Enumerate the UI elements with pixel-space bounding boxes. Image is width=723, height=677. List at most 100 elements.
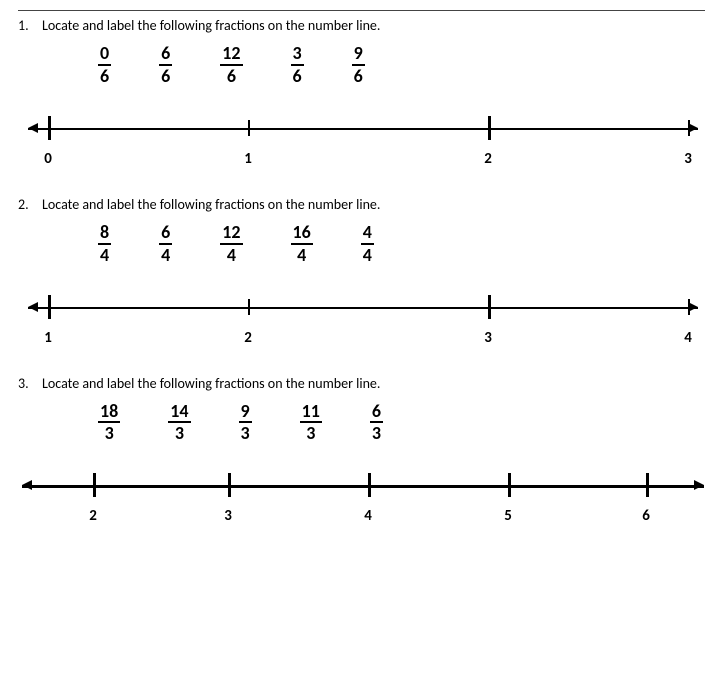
fractions-row: 1831439311363 [18, 402, 705, 444]
number-line-tick [368, 473, 371, 497]
fraction-denominator: 3 [304, 424, 317, 443]
fraction-denominator: 4 [159, 246, 172, 265]
fraction-denominator: 6 [352, 67, 365, 86]
fraction: 64 [159, 223, 172, 265]
number-line-tick [488, 116, 491, 140]
fraction-numerator: 12 [220, 223, 242, 242]
fraction-denominator: 6 [291, 67, 304, 86]
fraction-numerator: 16 [291, 223, 313, 242]
number-line-label: 0 [44, 150, 52, 168]
fraction-denominator: 3 [370, 424, 383, 443]
number-line-labels: 1 2 3 4 [18, 329, 705, 351]
fraction: 06 [98, 44, 111, 86]
number-line-tick [48, 116, 51, 140]
number-line-tick [248, 299, 250, 315]
number-line-tick [646, 473, 649, 497]
prompt-row: 3.Locate and label the following fractio… [18, 375, 705, 392]
fraction-numerator: 8 [98, 223, 111, 242]
number-line-axis [28, 128, 698, 130]
number-line-label: 3 [684, 150, 692, 168]
problem-prompt: Locate and label the following fractions… [42, 375, 705, 392]
fraction-denominator: 4 [225, 246, 238, 265]
number-line-tick [688, 299, 690, 315]
worksheet-root: 1.Locate and label the following fractio… [0, 0, 723, 573]
fraction: 63 [370, 402, 383, 444]
number-line-stage [18, 467, 705, 505]
fraction: 124 [220, 223, 242, 265]
number-line: 2 3 4 5 6 [18, 457, 705, 535]
fraction: 96 [352, 44, 365, 86]
number-line-stage [18, 110, 705, 148]
problem-2: 2.Locate and label the following fractio… [18, 196, 705, 357]
number-line-stage [18, 289, 705, 327]
arrow-right-icon [694, 480, 704, 490]
number-line-label: 1 [244, 150, 252, 168]
fraction: 36 [291, 44, 304, 86]
fraction-denominator: 4 [295, 246, 308, 265]
fraction: 164 [291, 223, 313, 265]
fraction: 126 [220, 44, 242, 86]
problem-number: 2. [18, 196, 42, 213]
fraction-denominator: 4 [98, 246, 111, 265]
top-divider [18, 10, 705, 11]
fraction-numerator: 9 [352, 44, 365, 63]
fraction: 143 [168, 402, 190, 444]
fractions-row: 06661263696 [18, 44, 705, 86]
number-line: 1 2 3 4 [18, 279, 705, 357]
fraction-denominator: 4 [361, 246, 374, 265]
number-line-label: 4 [684, 329, 692, 347]
fraction-numerator: 12 [220, 44, 242, 63]
number-line-tick [93, 473, 96, 497]
number-line-axis [22, 485, 704, 488]
number-line-labels: 0 1 2 3 [18, 150, 705, 172]
number-line-tick [688, 120, 690, 136]
number-line-label: 1 [44, 329, 52, 347]
number-line-labels: 2 3 4 5 6 [18, 507, 705, 529]
fraction-denominator: 3 [239, 424, 252, 443]
fraction: 84 [98, 223, 111, 265]
fraction-numerator: 4 [361, 223, 374, 242]
number-line-label: 3 [224, 507, 232, 525]
number-line-tick [228, 473, 231, 497]
prompt-row: 2.Locate and label the following fractio… [18, 196, 705, 213]
number-line-label: 2 [89, 507, 97, 525]
number-line-label: 6 [642, 507, 650, 525]
number-line-label: 4 [364, 507, 372, 525]
fraction: 66 [159, 44, 172, 86]
problem-1: 1.Locate and label the following fractio… [18, 10, 705, 178]
problem-prompt: Locate and label the following fractions… [42, 17, 705, 34]
fraction-denominator: 3 [103, 424, 116, 443]
problem-number: 1. [18, 17, 42, 34]
number-line-tick [508, 473, 511, 497]
number-line-tick [48, 295, 51, 319]
fraction: 44 [361, 223, 374, 265]
fraction-numerator: 0 [98, 44, 111, 63]
fractions-row: 846412416444 [18, 223, 705, 265]
number-line-label: 2 [244, 329, 252, 347]
fraction-numerator: 14 [168, 402, 190, 421]
number-line-tick [248, 120, 250, 136]
arrow-left-icon [22, 480, 32, 490]
arrow-left-icon [28, 123, 38, 133]
problem-3: 3.Locate and label the following fractio… [18, 375, 705, 536]
arrow-left-icon [28, 302, 38, 312]
prompt-row: 1.Locate and label the following fractio… [18, 17, 705, 34]
fraction: 93 [239, 402, 252, 444]
number-line-label: 5 [504, 507, 512, 525]
number-line-axis [28, 307, 698, 309]
fraction-numerator: 11 [300, 402, 322, 421]
fraction-numerator: 9 [239, 402, 252, 421]
problem-prompt: Locate and label the following fractions… [42, 196, 705, 213]
fraction-denominator: 6 [98, 67, 111, 86]
number-line-label: 3 [484, 329, 492, 347]
number-line-tick [488, 295, 491, 319]
fraction: 183 [98, 402, 120, 444]
number-line: 0 1 2 3 [18, 100, 705, 178]
fraction-numerator: 6 [159, 44, 172, 63]
fraction-numerator: 3 [291, 44, 304, 63]
fraction-numerator: 6 [159, 223, 172, 242]
fraction-numerator: 6 [370, 402, 383, 421]
fraction-denominator: 3 [173, 424, 186, 443]
number-line-label: 2 [484, 150, 492, 168]
fraction-denominator: 6 [225, 67, 238, 86]
